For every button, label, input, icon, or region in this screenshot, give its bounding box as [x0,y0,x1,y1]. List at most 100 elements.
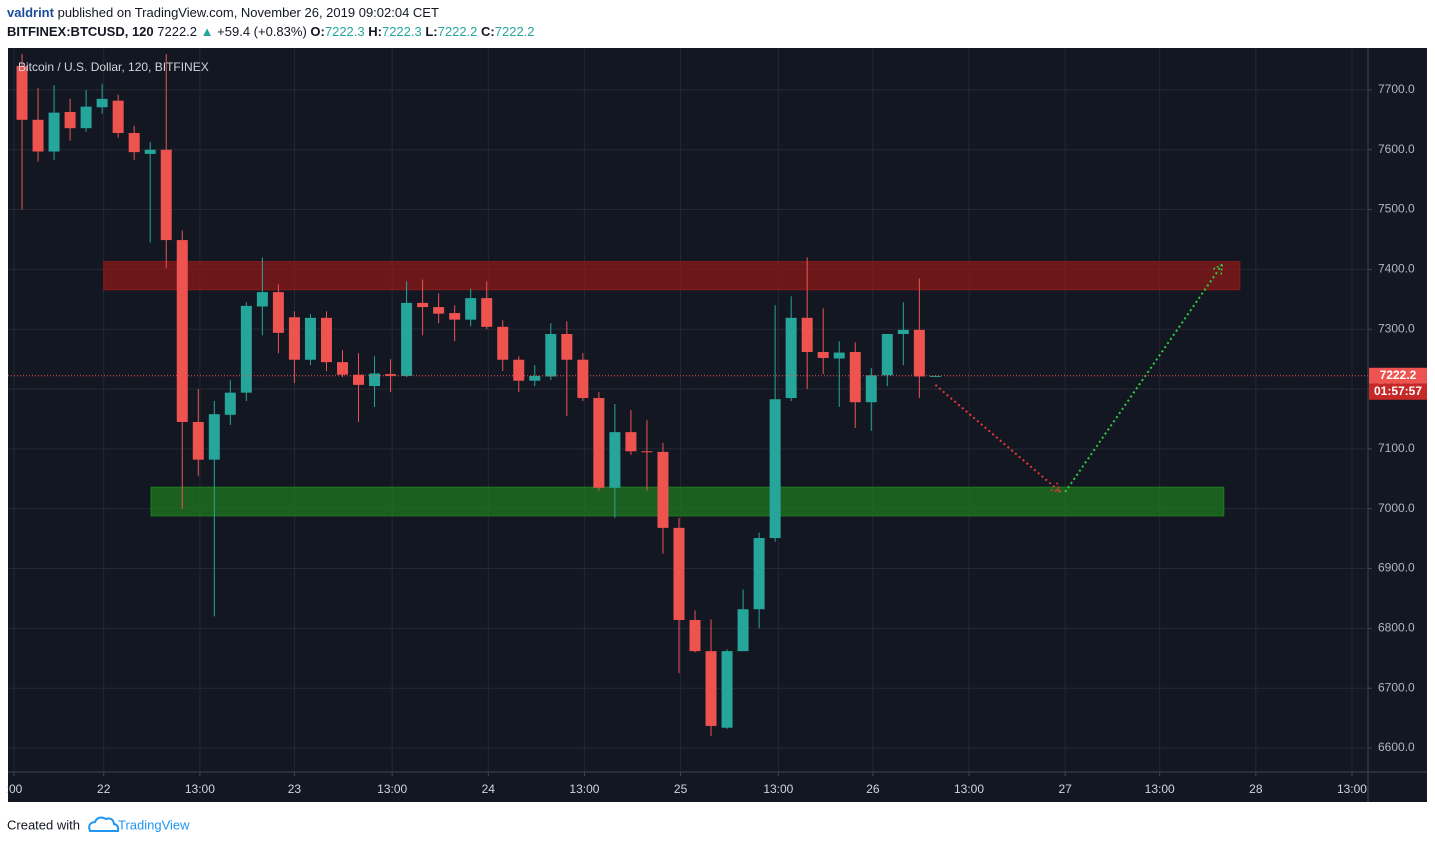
candle-body [865,375,877,403]
ohlc-label: C: [481,24,495,39]
footer-created: Created with [7,817,80,832]
candle-body [769,399,781,539]
candle-body [625,432,637,452]
candle-body [657,451,669,528]
ohlc-value: 7222.3 [325,24,365,39]
ohlc-label: H: [368,24,382,39]
candle-body [288,317,300,360]
x-tick-label: 13:00 [377,782,407,796]
price-label-box [1369,367,1427,384]
candle-body [64,112,76,129]
candle-body [641,451,653,453]
candle-body [433,307,445,314]
candle-body [913,329,925,377]
footer-brand: TradingView [118,817,190,832]
y-tick-label: 6700.0 [1378,680,1415,694]
chart-title: Bitcoin / U.S. Dollar, 120, BITFINEX [18,60,209,74]
candle-body [785,317,797,399]
projection-arrowhead [1050,482,1062,493]
x-tick-label: :00 [6,782,23,796]
candle-body [849,351,861,403]
x-tick-label: 13:00 [1145,782,1175,796]
candle-body [304,317,316,360]
x-tick-label: 13:00 [763,782,793,796]
y-tick-label: 7300.0 [1378,321,1415,335]
x-tick-label: 13:00 [569,782,599,796]
candle-body [753,538,765,610]
candle-body [320,317,332,363]
candle-body [224,392,236,415]
candle-body [817,351,829,358]
axes: 6600.06700.06800.06900.07000.07100.07200… [6,82,1427,796]
candle-body [609,432,621,488]
candle-body [80,106,92,129]
change: +59.4 (+0.83%) [217,24,307,39]
zone [103,261,1241,291]
candle-body [208,414,220,460]
candle-body [497,326,509,360]
candle-body [737,609,749,652]
y-tick-label: 7700.0 [1378,82,1415,96]
candle-body [881,334,893,376]
candle-body [48,112,60,152]
candle-body [929,375,941,377]
y-tick-label: 6900.0 [1378,561,1415,575]
x-tick-label: 13:00 [1337,782,1367,796]
symbol-line: BITFINEX:BTCUSD, 120 7222.2 ▲ +59.4 (+0.… [7,24,535,39]
candle-body [561,334,573,360]
y-tick-label: 6600.0 [1378,740,1415,754]
logo [88,816,120,832]
candle-body [721,651,733,728]
ohlc-value: 7222.2 [495,24,535,39]
y-tick-label: 7400.0 [1378,262,1415,276]
y-tick-label: 7500.0 [1378,202,1415,216]
y-tick-label: 7100.0 [1378,441,1415,455]
x-tick-label: 27 [1058,782,1072,796]
chart-background [8,48,1427,802]
candle-body [689,620,701,652]
countdown: 01:57:57 [1374,384,1422,398]
x-tick-label: 13:00 [954,782,984,796]
candle-body [577,359,589,399]
candle-body [545,334,557,377]
candle-body [673,527,685,621]
candle-body [513,359,525,381]
x-tick-label: 22 [97,782,111,796]
author: valdrint [7,5,55,20]
candle-body [16,65,28,120]
ohlc-label: L: [425,24,437,39]
candle-body [272,292,284,333]
y-tick-label: 7000.0 [1378,501,1415,515]
countdown-box [1369,383,1427,400]
candle-body [144,149,156,154]
x-tick-label: 23 [288,782,302,796]
candle-body [369,373,381,387]
candle-body [256,292,268,307]
arrow: ▲ [201,24,214,39]
candle-body [192,421,204,460]
x-tick-label: 25 [674,782,688,796]
candle-body [801,317,813,352]
x-tick-label: 24 [482,782,496,796]
last: 7222.2 [157,24,197,39]
candle-body [160,149,172,241]
candle-body [417,302,429,308]
candle-body [32,119,44,152]
candle-body [705,651,717,726]
symbol: BITFINEX:BTCUSD, 120 [7,24,154,39]
price-label: 7222.2 [1380,368,1417,382]
x-tick-label: 26 [866,782,880,796]
candle-body [529,375,541,381]
candle-body [401,302,413,376]
y-tick-label: 6800.0 [1378,621,1415,635]
candle-body [449,313,461,320]
published: published on TradingView.com, November 2… [58,5,439,20]
candle-body [176,240,188,422]
ohlc-value: 7222.2 [438,24,478,39]
candle-body [385,374,397,376]
candle-body [833,352,845,359]
candle-body [465,298,477,320]
header-line: valdrint published on TradingView.com, N… [7,5,439,20]
